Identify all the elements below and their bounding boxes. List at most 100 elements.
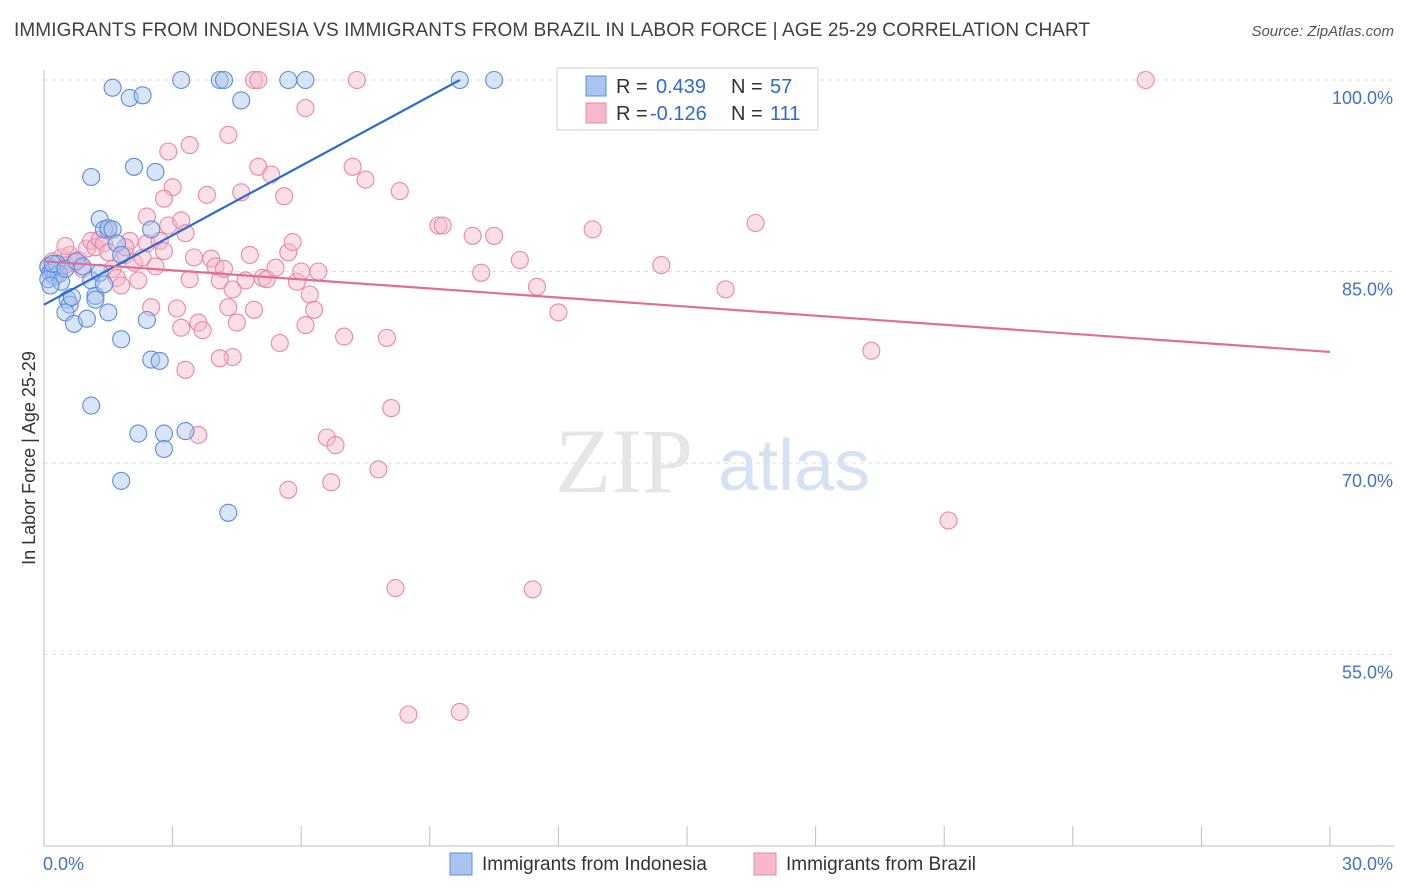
data-point-brazil [129,271,148,290]
data-point-indonesia [112,330,131,349]
data-point-indonesia [210,70,229,90]
data-point-brazil [716,280,735,299]
data-point-indonesia [82,396,101,415]
y-tick-label: 100.0% [1332,88,1393,108]
data-point-brazil [244,70,264,90]
data-point-indonesia [77,309,96,328]
data-point-brazil [210,271,229,290]
data-point-brazil [180,136,199,155]
trend-line-brazil [43,260,1331,354]
legend-label-brazil: Immigrants from Brazil [786,854,976,875]
data-point-indonesia [103,220,122,239]
data-point-brazil [283,233,302,252]
data-point-brazil [347,70,366,90]
y-axis-tick-labels: 100.0% 85.0% 70.0% 55.0% [1332,88,1393,683]
x-tick-label-min: 0.0% [43,854,84,874]
data-point-brazil [210,349,229,368]
data-point-indonesia [137,310,156,330]
data-point-indonesia [150,351,169,370]
data-point-brazil [326,436,345,455]
data-point-brazil [322,473,341,492]
data-point-brazil [154,242,174,261]
data-point-brazil [939,511,958,530]
data-point-brazil [429,216,448,235]
data-point-brazil [244,300,264,319]
data-point-indonesia [176,422,195,441]
y-tick-label: 85.0% [1342,280,1393,300]
data-point-brazil [433,216,452,235]
data-point-brazil [197,185,216,204]
stats-r-label-indonesia: R = [616,76,648,98]
stats-legend-swatch-brazil [585,102,607,124]
data-point-brazil [184,248,204,267]
data-point-indonesia [279,70,298,90]
data-point-brazil [146,257,165,276]
legend-swatch-indonesia [449,852,473,876]
data-point-indonesia [485,70,504,90]
x-tick-label-max: 30.0% [1342,854,1393,874]
data-point-brazil [223,280,242,299]
source-label: Source: ZipAtlas.com [1251,23,1394,40]
data-point-brazil [180,270,199,289]
data-point-indonesia [94,275,114,294]
data-point-brazil [335,327,354,346]
stats-r-value-indonesia: 0.439 [656,76,706,98]
stats-r-value-brazil: -0.126 [650,103,707,125]
data-point-indonesia [146,162,165,181]
data-point-brazil [266,258,285,277]
data-point-brazil [746,213,765,233]
data-point-indonesia [103,78,122,97]
data-point-brazil [305,300,324,319]
data-point-indonesia [56,259,75,278]
stats-n-label-indonesia: N = [731,76,763,98]
series-legend: Immigrants from Indonesia Immigrants fro… [449,852,976,876]
data-point-brazil [386,579,405,598]
stats-n-label-brazil: N = [731,103,763,125]
data-point-indonesia [73,257,92,276]
data-point-indonesia [82,167,101,187]
data-point-brazil [262,165,281,184]
data-point-brazil [382,399,401,418]
data-point-brazil [377,328,396,347]
data-point-brazil [56,236,75,256]
data-point-indonesia [99,303,118,322]
data-point-brazil [287,272,306,291]
data-point-brazil [300,285,319,304]
data-point-brazil [343,157,362,176]
data-point-brazil [167,299,186,318]
data-point-brazil [240,245,259,264]
data-point-brazil [862,341,881,360]
data-point-indonesia [112,471,131,490]
data-point-brazil [523,580,542,599]
data-point-brazil [193,321,212,340]
legend-label-indonesia: Immigrants from Indonesia [482,854,707,875]
data-point-indonesia [86,290,105,309]
data-point-brazil [112,276,131,295]
gridlines [44,79,1395,655]
stats-n-value-brazil: 111 [770,103,800,125]
data-point-brazil [309,262,328,281]
data-point-brazil [356,170,375,189]
series-brazil-points [39,70,1155,724]
data-point-indonesia [107,234,126,253]
data-point-brazil [390,182,409,201]
data-point-brazil [275,187,294,206]
series-indonesia-points [39,70,504,522]
data-point-indonesia [154,439,174,459]
stats-r-label-brazil: R = [616,103,648,125]
stats-legend: R = 0.439 N = 57 R = -0.126 N = 111 [556,67,819,131]
data-point-brazil [154,189,174,208]
data-point-brazil [652,256,671,275]
data-point-brazil [279,480,298,499]
data-point-brazil [485,226,504,245]
data-point-indonesia [219,503,238,522]
data-point-brazil [1136,70,1155,90]
data-point-indonesia [62,287,81,307]
x-axis-ticks [43,826,1331,846]
data-point-brazil [219,298,238,317]
data-point-brazil [296,99,315,118]
data-point-brazil [527,277,547,296]
stats-legend-swatch-indonesia [585,75,607,97]
y-tick-label: 70.0% [1342,471,1393,491]
